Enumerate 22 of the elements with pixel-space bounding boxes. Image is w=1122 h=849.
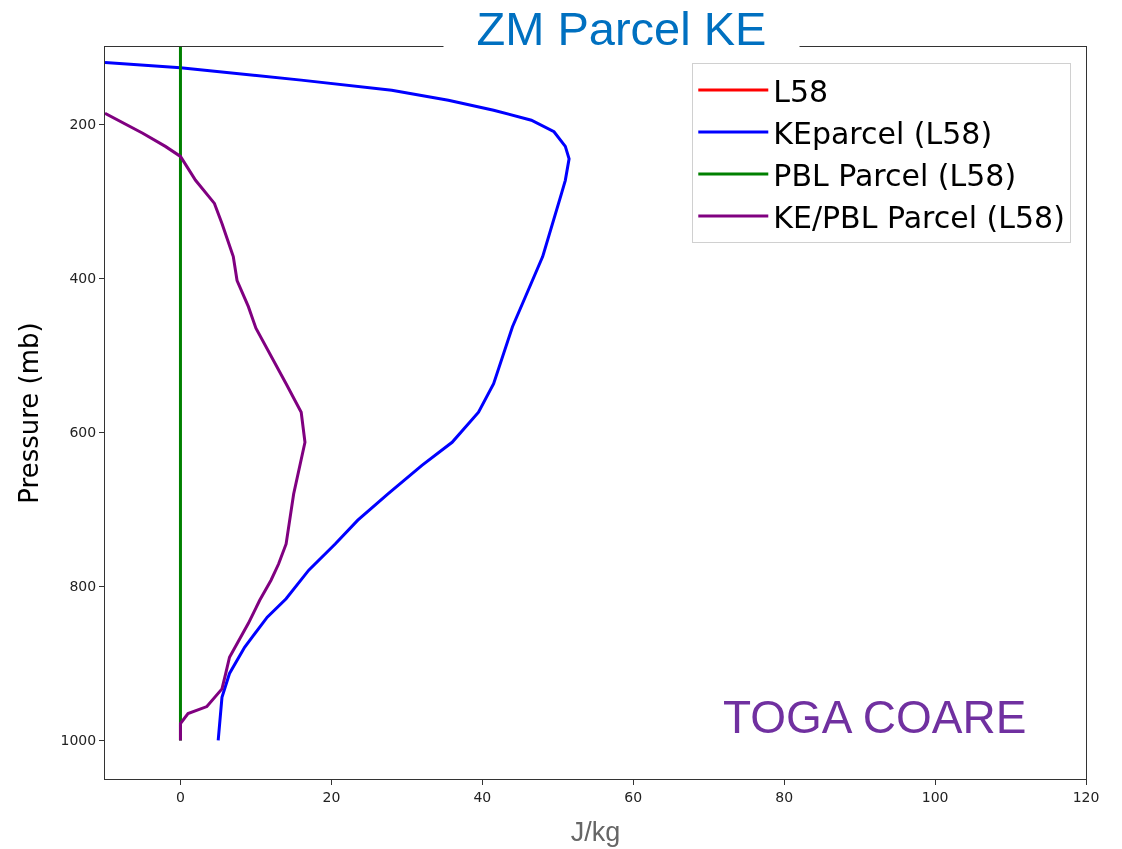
y-tick-label: 800 [69, 578, 97, 595]
chart-title: ZM Parcel KE [476, 1, 767, 55]
y-tick-label: 400 [69, 270, 97, 287]
x-tick-label: 60 [624, 788, 643, 805]
legend-label: PBL Parcel (L58) [773, 157, 1017, 193]
x-tick-label: 120 [1072, 788, 1100, 805]
x-tick-label: 80 [775, 788, 794, 805]
x-axis-title: J/kg [570, 817, 621, 848]
line-series [105, 60, 571, 742]
legend-label: KEparcel (L58) [773, 115, 993, 151]
legend-label: L58 [773, 73, 829, 109]
legend-label: KE/PBL Parcel (L58) [773, 199, 1065, 235]
annotation: TOGA COARE [723, 691, 1027, 743]
y-tick-label: 200 [69, 115, 97, 132]
line-series [105, 111, 307, 742]
y-tick-label: 600 [69, 424, 97, 441]
x-tick-label: 20 [322, 788, 341, 805]
x-tick-label: 100 [921, 788, 949, 805]
y-tick-label: 1000 [60, 732, 97, 749]
y-axis-title: Pressure (mb) [13, 322, 44, 504]
x-tick-label: 0 [176, 788, 185, 805]
x-tick-label: 40 [473, 788, 492, 805]
